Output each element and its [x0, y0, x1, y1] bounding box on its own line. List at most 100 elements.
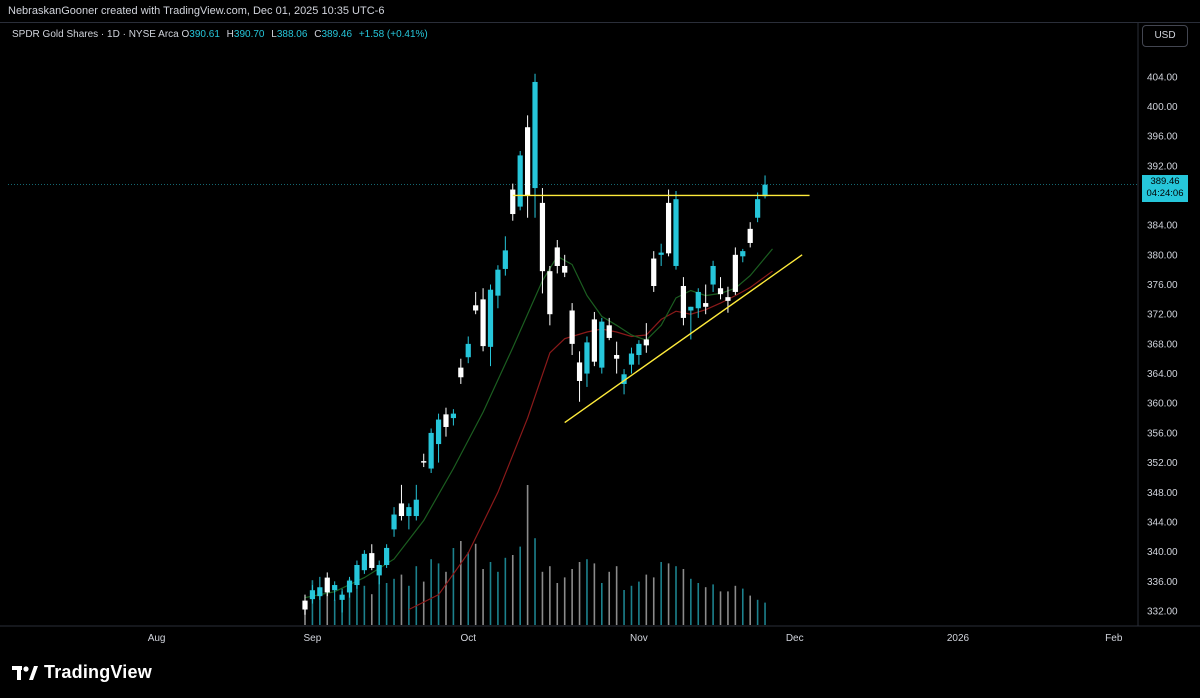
volume-bar: [704, 587, 707, 625]
candle-body[interactable]: [398, 503, 405, 517]
candle-body[interactable]: [487, 289, 494, 347]
volume-bar: [400, 574, 403, 625]
volume-bar: [764, 602, 766, 625]
candle-body[interactable]: [480, 299, 486, 347]
candle-body[interactable]: [369, 553, 375, 568]
candle-body[interactable]: [762, 184, 768, 197]
tradingview-logo-icon: [12, 665, 38, 680]
candle-body[interactable]: [450, 413, 456, 419]
price-tick-label: 392.00: [1147, 161, 1178, 172]
volume-bar: [348, 578, 351, 625]
candle-body[interactable]: [361, 553, 367, 571]
candle-body[interactable]: [428, 432, 434, 469]
volume-bar: [675, 566, 677, 625]
candle-body[interactable]: [614, 355, 620, 359]
candle-body[interactable]: [473, 305, 479, 311]
time-tick-label: Oct: [460, 633, 476, 644]
volume-bar: [586, 559, 588, 625]
candle-body[interactable]: [525, 127, 531, 196]
candle-body[interactable]: [539, 202, 546, 272]
candle-body[interactable]: [413, 499, 419, 517]
tradingview-logo[interactable]: TradingView: [12, 662, 152, 683]
currency-button[interactable]: USD: [1142, 25, 1188, 47]
candle-body[interactable]: [502, 250, 508, 269]
price-tick-label: 372.00: [1147, 310, 1178, 321]
candle-body[interactable]: [302, 600, 308, 610]
candle-body[interactable]: [606, 325, 612, 338]
candle-body[interactable]: [376, 564, 382, 576]
candle-body[interactable]: [725, 297, 731, 301]
sma-fast-line: [304, 248, 773, 599]
candle-body[interactable]: [621, 374, 627, 384]
candle-body[interactable]: [576, 362, 583, 381]
candle-body[interactable]: [554, 247, 560, 266]
candle-body[interactable]: [406, 507, 412, 517]
candle-body[interactable]: [710, 265, 716, 285]
candle-body[interactable]: [309, 590, 316, 600]
candle-body[interactable]: [510, 189, 516, 215]
candle-body[interactable]: [421, 461, 427, 463]
candle-body[interactable]: [688, 306, 694, 311]
candle-body[interactable]: [532, 81, 538, 189]
candle-body[interactable]: [591, 319, 597, 362]
volume-bar: [467, 552, 470, 625]
candle-body[interactable]: [755, 199, 761, 218]
candle-body[interactable]: [740, 251, 746, 257]
open-label: O: [181, 29, 190, 40]
price-tick-label: 352.00: [1147, 458, 1178, 469]
candle-body[interactable]: [443, 414, 449, 427]
candle-body[interactable]: [384, 547, 390, 565]
candle-body[interactable]: [495, 269, 501, 296]
volume-bar: [497, 571, 499, 625]
candle-body[interactable]: [562, 265, 568, 273]
candle-body[interactable]: [517, 155, 523, 207]
candle-body[interactable]: [695, 291, 701, 309]
volume-bar: [741, 588, 744, 625]
candle-body[interactable]: [732, 254, 738, 292]
open-value: 390.61: [189, 29, 220, 40]
price-tick-label: 344.00: [1147, 517, 1178, 528]
candle-body[interactable]: [584, 342, 590, 374]
volume-bar: [452, 548, 455, 625]
candle-body[interactable]: [317, 587, 323, 597]
price-tick-label: 404.00: [1147, 72, 1178, 83]
volume-bar: [408, 585, 410, 625]
candle-body[interactable]: [651, 258, 657, 287]
last-price-tag: 389.46 04:24:06: [1142, 175, 1188, 202]
volume-bar: [623, 590, 625, 625]
time-tick-label: 2026: [947, 633, 970, 644]
volume-bar: [697, 583, 700, 625]
candle-body[interactable]: [636, 343, 642, 356]
candle-body[interactable]: [680, 286, 687, 318]
candle-body[interactable]: [354, 564, 360, 586]
candle-body[interactable]: [458, 367, 464, 378]
candle-body[interactable]: [332, 585, 338, 591]
candle-body[interactable]: [703, 303, 709, 307]
candle-body[interactable]: [391, 514, 397, 530]
candle-body[interactable]: [435, 419, 442, 445]
candle-body[interactable]: [569, 310, 575, 344]
candle-body[interactable]: [599, 321, 605, 368]
candle-body[interactable]: [747, 228, 753, 243]
candle-body[interactable]: [339, 594, 345, 600]
candle-body[interactable]: [324, 577, 330, 593]
candle-body[interactable]: [643, 339, 649, 346]
volume-bar: [549, 566, 551, 625]
price-tick-label: 336.00: [1147, 577, 1178, 588]
volume-bar: [363, 585, 366, 625]
volume-bar: [326, 585, 329, 625]
candle-body[interactable]: [717, 288, 724, 295]
volume-bar: [319, 594, 321, 625]
candle-body[interactable]: [665, 202, 672, 254]
candle-body[interactable]: [346, 580, 353, 593]
candle-body[interactable]: [465, 343, 471, 358]
candle-body[interactable]: [658, 252, 664, 255]
chart-frame: [0, 22, 1200, 649]
candle-body[interactable]: [628, 353, 635, 365]
trendline-support[interactable]: [564, 254, 803, 424]
candle-body[interactable]: [547, 271, 553, 315]
candle-body[interactable]: [673, 199, 679, 266]
volume-bar: [608, 571, 611, 625]
time-tick-label: Sep: [304, 633, 322, 644]
